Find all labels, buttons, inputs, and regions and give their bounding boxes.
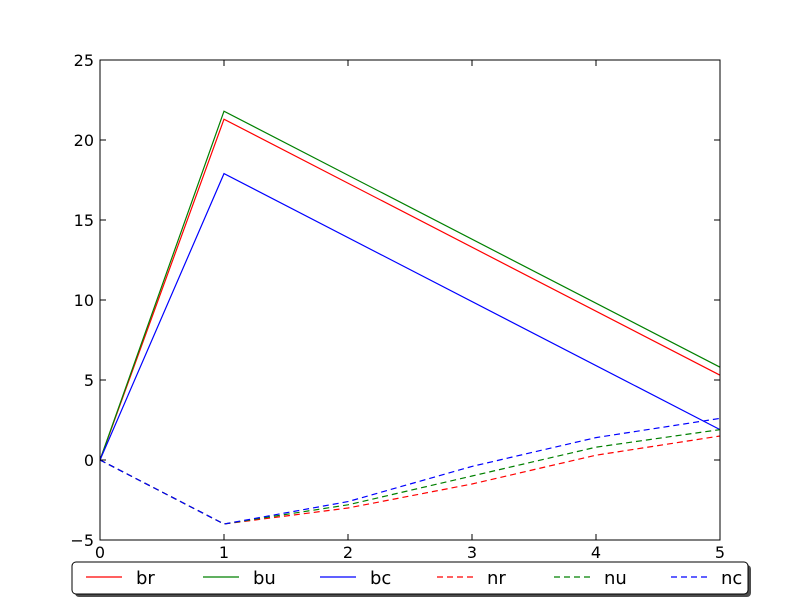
- x-tick-label: 5: [715, 543, 725, 562]
- x-tick-label: 3: [467, 543, 477, 562]
- legend: br bu bc nr nu nc: [71, 561, 751, 597]
- y-tick-label: 25: [74, 51, 94, 70]
- x-tick-label: 4: [591, 543, 601, 562]
- legend-label-br: br: [136, 568, 155, 589]
- legend-label-bc: bc: [370, 568, 391, 589]
- y-tick-label: 15: [74, 211, 94, 230]
- y-tick-label: 5: [84, 371, 94, 390]
- legend-label-bu: bu: [253, 568, 276, 589]
- series-line-nc: [99, 417, 721, 525]
- series-line-nr: [99, 435, 721, 525]
- series-layer: [99, 110, 721, 525]
- plot-frame: [99, 59, 721, 541]
- y-tick-label: 10: [74, 291, 94, 310]
- y-tick-label: −5: [70, 531, 94, 550]
- series-line-bu: [99, 110, 721, 461]
- legend-label-nc: nc: [721, 568, 742, 589]
- x-tick-label: 1: [219, 543, 229, 562]
- x-tick-label: 2: [343, 543, 353, 562]
- series-line-bc: [99, 172, 721, 461]
- series-line-br: [99, 118, 721, 461]
- y-tick-label: 0: [84, 451, 94, 470]
- legend-label-nr: nr: [487, 568, 506, 589]
- legend-box: [71, 561, 749, 595]
- legend-label-nu: nu: [604, 568, 627, 589]
- series-line-nu: [99, 429, 721, 525]
- x-tick-label: 0: [95, 543, 105, 562]
- y-tick-label: 20: [74, 131, 94, 150]
